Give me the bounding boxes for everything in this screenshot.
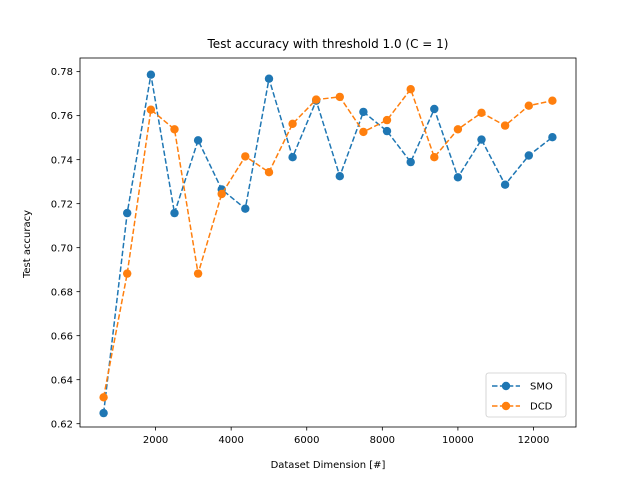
data-point-dcd: [312, 95, 321, 104]
data-point-dcd: [335, 92, 344, 102]
legend-marker-smo: [501, 381, 511, 391]
data-point-dcd: [99, 393, 108, 402]
data-point-dcd: [430, 153, 439, 162]
data-point-dcd: [477, 108, 486, 118]
data-point-dcd: [359, 127, 368, 137]
data-point-smo: [524, 151, 533, 160]
x-tick-label: 12000: [518, 435, 550, 446]
chart-title: Test accuracy with threshold 1.0 (C = 1): [207, 37, 449, 51]
y-tick-label: 0.72: [51, 199, 73, 210]
data-point-dcd: [170, 125, 179, 134]
data-point-dcd: [288, 119, 297, 128]
data-point-smo: [335, 172, 344, 181]
data-point-dcd: [193, 269, 203, 278]
legend-box: [485, 372, 567, 418]
y-tick-label: 0.66: [51, 331, 73, 342]
data-point-dcd: [382, 115, 392, 125]
x-tick-label: 2000: [143, 435, 168, 446]
axes: 2000 4000 6000 8000 10000 12000 0.62 0.64 0.66 0.…: [51, 57, 577, 446]
legend: SMO DCD: [485, 372, 567, 418]
data-point-smo: [430, 104, 439, 114]
data-point-dcd: [406, 85, 415, 94]
data-point-smo: [241, 204, 250, 213]
y-tick-label: 0.68: [51, 287, 73, 298]
y-tick-label: 0.62: [51, 419, 73, 430]
plot-area: [99, 70, 557, 418]
y-tick-label: 0.78: [51, 67, 73, 78]
legend-label-dcd: DCD: [530, 402, 553, 413]
x-tick-label: 4000: [218, 435, 243, 446]
data-point-dcd: [217, 189, 226, 199]
data-point-smo: [359, 107, 368, 117]
data-point-smo: [288, 153, 297, 162]
legend-label-smo: SMO: [530, 382, 553, 393]
series-line-smo: [102, 74, 553, 414]
series-line-dcd: [102, 87, 553, 398]
legend-marker-dcd: [501, 401, 511, 411]
data-point-dcd: [123, 269, 132, 278]
data-point-smo: [264, 74, 274, 83]
y-tick-label: 0.70: [51, 243, 73, 254]
data-point-dcd: [548, 96, 557, 105]
data-point-smo: [500, 180, 510, 189]
data-point-dcd: [146, 105, 156, 114]
data-point-smo: [170, 208, 179, 218]
data-point-dcd: [500, 121, 510, 130]
y-tick-label: 0.64: [51, 375, 73, 386]
axes-frame: [79, 57, 577, 428]
data-point-dcd: [241, 152, 250, 161]
data-point-smo: [99, 408, 108, 418]
data-point-smo: [406, 157, 415, 167]
data-point-smo: [123, 208, 132, 218]
data-point-dcd: [453, 125, 463, 134]
x-tick-label: 6000: [294, 435, 319, 446]
data-point-smo: [548, 133, 557, 142]
data-point-smo: [146, 70, 156, 79]
data-point-smo: [382, 126, 392, 136]
x-tick-label: 10000: [442, 435, 474, 446]
x-axis-label: Dataset Dimension [#]: [271, 460, 386, 471]
data-point-smo: [193, 136, 203, 145]
y-tick-label: 0.76: [51, 111, 73, 122]
data-point-smo: [477, 135, 486, 144]
y-tick-label: 0.74: [51, 155, 73, 166]
x-tick-label: 8000: [370, 435, 395, 446]
data-point-smo: [453, 173, 463, 182]
data-point-dcd: [264, 168, 274, 177]
y-axis-label: Test accuracy: [22, 210, 33, 279]
data-point-dcd: [524, 101, 533, 110]
